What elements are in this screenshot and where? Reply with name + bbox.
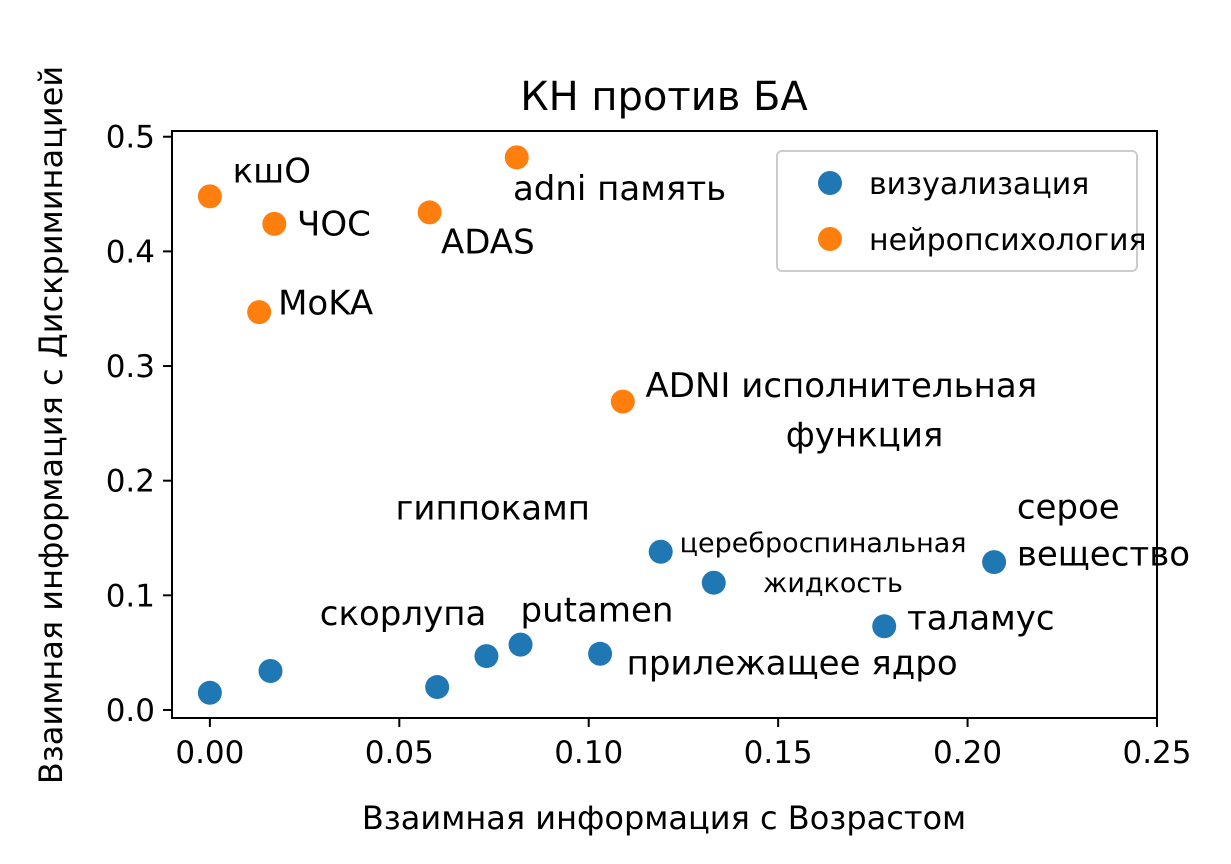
point-visualization (474, 644, 499, 669)
y-axis: 0.0 0.1 0.2 0.3 0.4 0.5 (106, 120, 172, 729)
x-tick-label: 0.25 (1122, 735, 1191, 771)
point-visualization (982, 550, 1007, 575)
x-axis: 0.00 0.05 0.10 0.15 0.20 0.25 (175, 718, 1192, 771)
point-visualization (701, 570, 726, 595)
point-annotation: MoKA (278, 283, 373, 323)
point-annotation: ЧОС (297, 204, 371, 244)
chart-title: КН против БА (520, 74, 808, 120)
point-annotation: гиппокамп (396, 489, 590, 529)
point-neuropsychology (504, 145, 529, 170)
x-tick-label: 0.20 (933, 735, 1002, 771)
x-tick-label: 0.10 (554, 735, 623, 771)
point-annotation: функция (786, 415, 944, 455)
y-axis-label: Взаимная информация с Дискриминацией (32, 66, 70, 784)
point-neuropsychology (417, 200, 442, 225)
legend-marker-visualization (818, 171, 842, 195)
point-visualization (258, 658, 283, 683)
point-annotation: прилежащее ядро (627, 643, 958, 683)
point-visualization (425, 675, 450, 700)
point-neuropsychology (610, 389, 635, 414)
x-tick-label: 0.05 (365, 735, 434, 771)
point-annotation: цереброспинальная (680, 528, 967, 559)
y-tick-label: 0.1 (106, 578, 155, 614)
x-tick-label: 0.00 (175, 735, 244, 771)
point-annotation: скорлупа (320, 594, 487, 634)
x-tick-label: 0.15 (744, 735, 813, 771)
point-annotation: таламус (907, 599, 1055, 639)
plot-area (171, 130, 1158, 719)
point-annotations: кшО ЧОС ADAS adni память MoKA ADNI исполнител… (233, 152, 1190, 684)
x-axis-label: Взаимная информация с Возрастом (362, 799, 966, 837)
legend-box (776, 150, 1138, 272)
data-points (197, 145, 1007, 705)
y-tick-label: 0.3 (106, 349, 155, 385)
legend-marker-neuropsychology (818, 227, 842, 251)
point-annotation: кшО (233, 152, 311, 192)
point-annotation: жидкость (763, 568, 903, 599)
legend-label-visualization: визуализация (869, 167, 1089, 202)
y-tick-label: 0.2 (106, 464, 155, 500)
point-neuropsychology (262, 211, 287, 236)
y-tick-label: 0.5 (106, 120, 155, 156)
legend: визуализация нейропсихология (776, 150, 1147, 272)
point-visualization (508, 632, 533, 657)
point-visualization (872, 614, 897, 639)
point-annotation: putamen (521, 591, 674, 631)
point-visualization (648, 539, 673, 564)
point-neuropsychology (197, 184, 222, 209)
point-annotation: серое (1017, 488, 1120, 528)
legend-label-neuropsychology: нейропсихология (869, 223, 1147, 258)
point-annotation: ADNI исполнительная (646, 366, 1038, 406)
point-annotation: ADAS (441, 223, 535, 263)
point-visualization (197, 680, 222, 705)
point-annotation: вещество (1017, 535, 1190, 575)
point-neuropsychology (247, 300, 272, 325)
y-tick-label: 0.0 (106, 693, 155, 729)
point-visualization (588, 641, 613, 666)
y-tick-label: 0.4 (106, 234, 155, 270)
point-annotation: adni память (513, 169, 726, 209)
